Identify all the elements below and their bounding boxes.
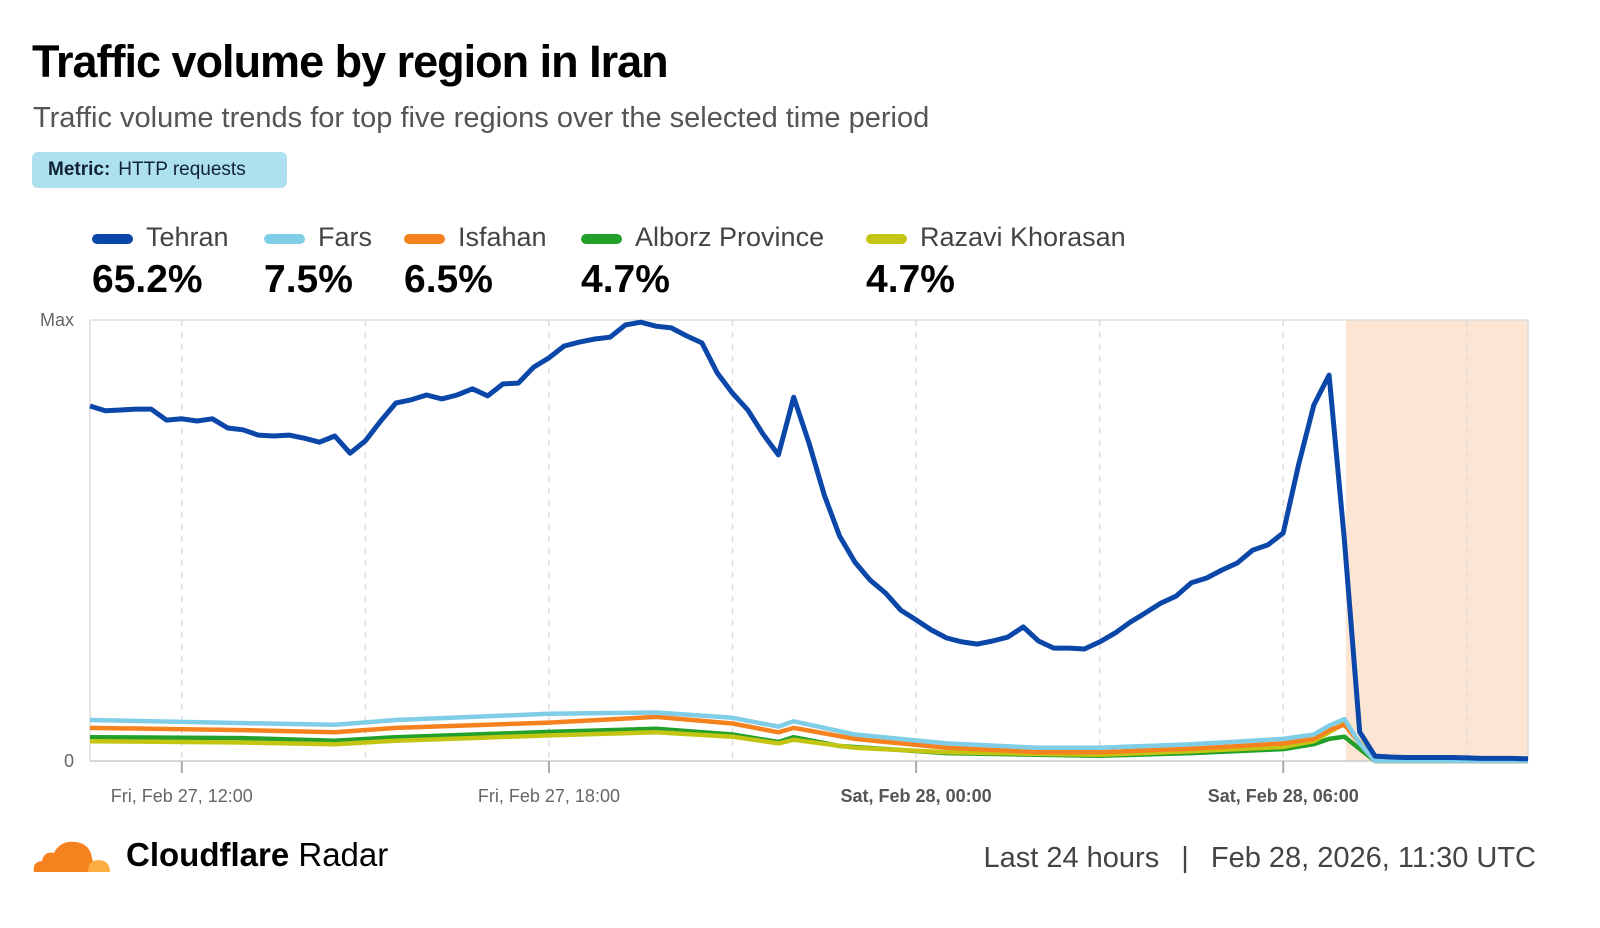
legend-swatch: [866, 234, 907, 244]
timestamp: Feb 28, 2026, 11:30 UTC: [1210, 842, 1536, 874]
legend-share: 4.7%: [866, 258, 955, 301]
metric-value: HTTP requests: [118, 159, 246, 180]
legend-label: Razavi Khorasan: [920, 222, 1126, 252]
legend-label: Isfahan: [458, 222, 547, 252]
series-line-tehran[interactable]: [89, 319, 1529, 762]
metric-badge[interactable]: Metric: HTTP requests: [32, 152, 287, 188]
series-line-isfahan[interactable]: [89, 714, 1528, 764]
legend-swatch: [404, 234, 445, 244]
x-tick-label: Fri, Feb 27, 18:00: [478, 786, 620, 806]
y-tick-label: 0: [64, 751, 74, 771]
legend-swatch: [264, 234, 305, 244]
legend-label: Tehran: [146, 222, 229, 252]
legend-share: 7.5%: [264, 258, 353, 301]
legend-swatch: [581, 234, 622, 244]
metric-label: Metric:: [48, 159, 111, 180]
line-chart: Max 0 Fri, Feb 27, 12:00 Fri, Feb 27, 18:00…: [40, 310, 1529, 806]
x-tick-label: Sat, Feb 28, 00:00: [841, 786, 992, 806]
time-range: Last 24 hours: [983, 842, 1160, 874]
series-line-fars[interactable]: [89, 710, 1528, 764]
cloudflare-radar-logo: Cloudflare Radar: [30, 836, 388, 874]
legend-label: Fars: [318, 222, 372, 252]
separator: |: [1181, 842, 1189, 874]
x-tick-label: Sat, Feb 28, 06:00: [1208, 786, 1359, 806]
x-tick-label: Fri, Feb 27, 12:00: [111, 786, 253, 806]
legend-swatch: [92, 234, 133, 244]
chart-title: Traffic volume by region in Iran: [32, 36, 669, 87]
chart-subtitle: Traffic volume trends for top five regio…: [33, 102, 930, 134]
y-tick-label: Max: [40, 310, 74, 330]
legend-share: 4.7%: [581, 258, 670, 301]
time-range-info: Last 24 hours | Feb 28, 2026, 11:30 UTC: [983, 842, 1536, 875]
brand-name: Cloudflare Radar: [126, 836, 389, 873]
highlight-region: [1345, 320, 1528, 761]
legend-label: Alborz Province: [635, 222, 825, 252]
legend-share: 6.5%: [404, 258, 493, 301]
legend-share: 65.2%: [92, 258, 203, 301]
cloudflare-cloud-icon: [33, 841, 110, 872]
